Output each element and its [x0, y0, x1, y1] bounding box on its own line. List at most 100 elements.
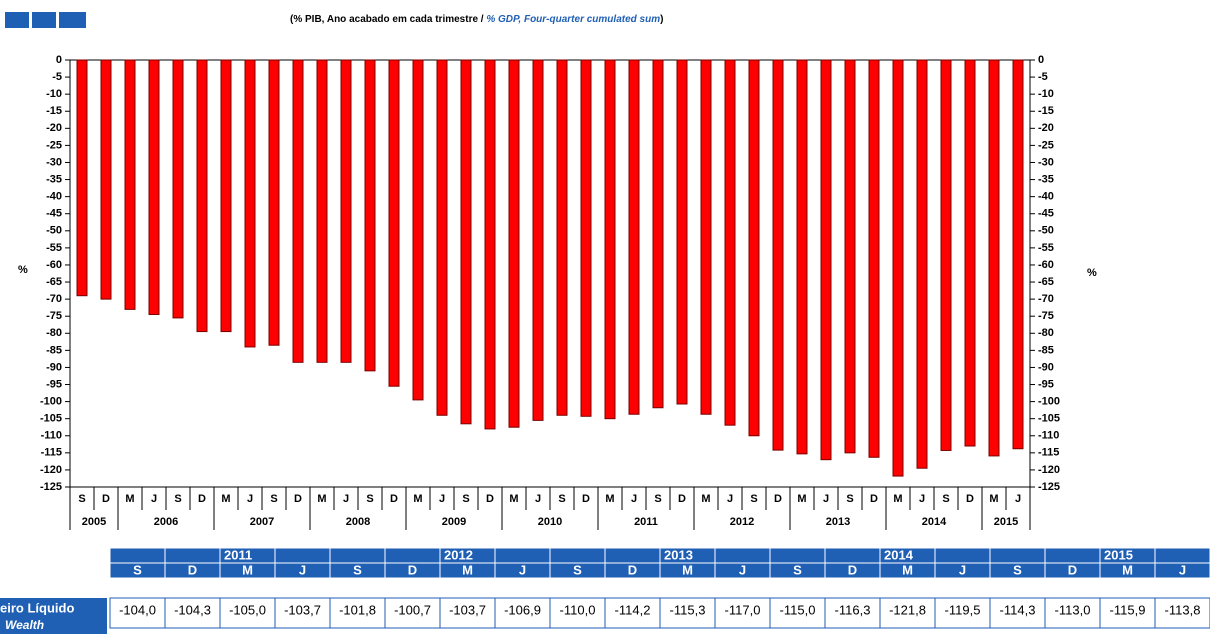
bar: [76, 59, 88, 297]
x-tick-label: J: [823, 493, 829, 505]
x-tick-label: J: [1015, 493, 1021, 505]
table-year: 2013: [664, 547, 693, 562]
table-header-cell: [1044, 547, 1101, 564]
title-close: ): [660, 14, 663, 25]
y2-axis-label: %: [1087, 267, 1097, 279]
table-value: -121,8: [889, 602, 926, 617]
x-tick-label: M: [605, 493, 614, 505]
table-column: J: [299, 562, 306, 577]
y-tick-label: -105: [40, 413, 62, 425]
table-cell: [439, 597, 496, 629]
bar: [916, 59, 928, 469]
title-pt: (% PIB, Ano acabado em cada trimestre /: [290, 14, 486, 25]
x-year-label: 2007: [250, 516, 274, 528]
table-cell: [824, 597, 881, 629]
table-column: M: [462, 562, 473, 577]
table-value: -106,9: [504, 602, 541, 617]
table-year: 2011: [224, 547, 252, 562]
x-tick-label: S: [942, 493, 949, 505]
x-tick-label: M: [509, 493, 518, 505]
table-column: S: [793, 562, 802, 577]
table-value: -101,8: [339, 602, 376, 617]
table-header-cell: [714, 547, 771, 564]
table-value: -100,7: [394, 602, 431, 617]
x-tick-label: D: [966, 493, 974, 505]
table-column: J: [959, 562, 966, 577]
bar: [1012, 59, 1024, 450]
x-year-label: 2006: [154, 516, 178, 528]
bar: [604, 59, 616, 420]
table-header-cell: [494, 547, 551, 564]
table-header-cell: [769, 547, 826, 564]
x-tick-label: S: [174, 493, 181, 505]
logo-block: [59, 12, 86, 28]
table-value: -115,3: [670, 602, 706, 617]
table-cell: [1044, 597, 1101, 629]
table-column: S: [1013, 562, 1022, 577]
table-cell: [384, 597, 441, 629]
y2-tick-label: -80: [1038, 327, 1054, 339]
y-tick-label: -110: [41, 430, 62, 442]
y-tick-label: -60: [46, 259, 62, 271]
table-cell: [989, 597, 1046, 629]
y2-tick-label: -35: [1038, 173, 1054, 185]
table-value: -103,7: [449, 602, 486, 617]
y2-tick-label: -5: [1038, 71, 1048, 83]
y-tick-label: -15: [46, 105, 62, 117]
y2-tick-label: 0: [1038, 54, 1044, 66]
bar: [220, 59, 232, 333]
table-value: -119,5: [945, 602, 981, 617]
x-tick-label: D: [294, 493, 302, 505]
logo-block: [5, 12, 29, 28]
table-cell: [274, 597, 331, 629]
x-tick-label: J: [439, 493, 445, 505]
y2-tick-label: -105: [1038, 413, 1060, 425]
y2-tick-label: -65: [1038, 276, 1054, 288]
table-column: D: [628, 562, 637, 577]
table-column: J: [1179, 562, 1186, 577]
table-value: -113,8: [1165, 602, 1201, 617]
row-label: eiro Líquido: [0, 600, 74, 615]
bar: [628, 59, 640, 415]
y-tick-label: -40: [46, 191, 62, 203]
table-year: 2014: [884, 547, 914, 562]
x-tick-label: J: [151, 493, 157, 505]
table-cell: [934, 597, 991, 629]
bar: [340, 59, 352, 363]
y2-tick-label: -40: [1038, 191, 1054, 203]
bar: [124, 59, 136, 310]
y-tick-label: -50: [46, 225, 62, 237]
x-tick-label: M: [701, 493, 710, 505]
bar: [748, 59, 760, 437]
y-axis-label: %: [18, 264, 28, 276]
x-tick-label: S: [654, 493, 661, 505]
table-column: S: [133, 562, 142, 577]
x-tick-label: D: [678, 493, 686, 505]
x-tick-label: D: [390, 493, 398, 505]
y2-tick-label: -15: [1038, 105, 1054, 117]
y2-tick-label: -110: [1038, 430, 1059, 442]
bar: [772, 59, 784, 451]
y2-tick-label: -55: [1038, 242, 1054, 254]
x-tick-label: S: [462, 493, 469, 505]
table-header-cell: [329, 547, 386, 564]
y-tick-label: -95: [46, 378, 62, 390]
table-value: -117,0: [725, 602, 761, 617]
bar: [676, 59, 688, 405]
x-tick-label: M: [893, 493, 902, 505]
y-tick-label: -5: [52, 71, 62, 83]
bar: [196, 59, 208, 333]
bar: [796, 59, 808, 455]
table-value: -116,3: [835, 602, 871, 617]
table-column: D: [1068, 562, 1077, 577]
x-tick-label: J: [247, 493, 253, 505]
bar: [292, 59, 304, 363]
table-value: -115,9: [1110, 602, 1146, 617]
x-tick-label: J: [343, 493, 349, 505]
x-year-label: 2010: [538, 516, 562, 528]
table-column: J: [519, 562, 526, 577]
y-tick-label: -100: [40, 396, 62, 408]
x-tick-label: M: [413, 493, 422, 505]
x-tick-label: D: [198, 493, 206, 505]
